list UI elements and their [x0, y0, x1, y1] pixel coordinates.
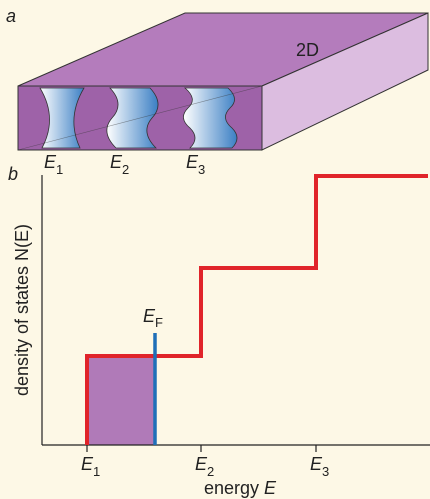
- x-axis-label: energy E: [204, 478, 277, 498]
- y-axis-label: density of states N(E): [12, 224, 32, 396]
- figure: a 2D E1E2E3 b EF density of states N(E) …: [0, 0, 430, 499]
- panel-letter: a: [6, 6, 16, 26]
- filled-states: [87, 356, 155, 445]
- panel-letter: b: [8, 164, 18, 184]
- slab-label: 2D: [296, 40, 319, 60]
